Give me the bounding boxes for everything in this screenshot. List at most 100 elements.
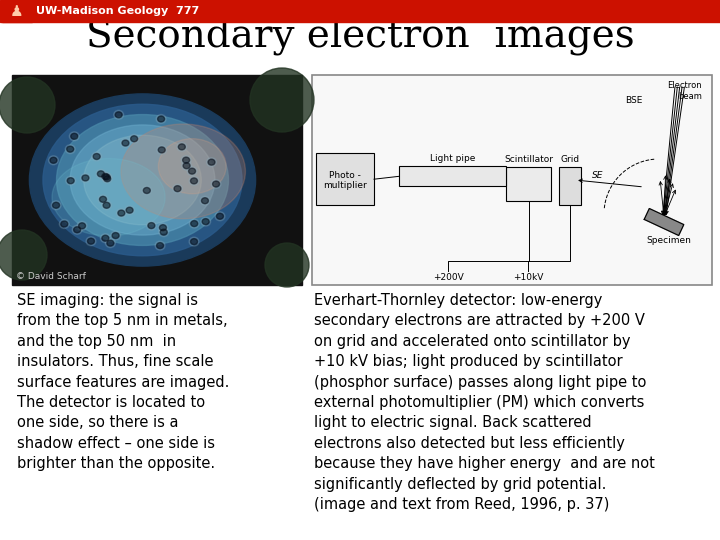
Ellipse shape [71, 133, 78, 139]
Ellipse shape [72, 225, 82, 234]
Ellipse shape [181, 161, 192, 170]
Ellipse shape [112, 233, 119, 239]
Ellipse shape [161, 229, 167, 235]
Ellipse shape [158, 228, 168, 237]
Ellipse shape [191, 220, 198, 227]
Ellipse shape [122, 140, 129, 146]
Ellipse shape [99, 197, 107, 202]
Ellipse shape [215, 212, 225, 221]
Ellipse shape [30, 94, 256, 266]
Text: Light pipe: Light pipe [430, 154, 475, 163]
Ellipse shape [121, 124, 246, 219]
Ellipse shape [60, 221, 68, 227]
Ellipse shape [91, 152, 102, 161]
Ellipse shape [155, 241, 165, 250]
Ellipse shape [183, 157, 189, 163]
Ellipse shape [208, 159, 215, 165]
Ellipse shape [189, 219, 199, 228]
Ellipse shape [100, 172, 110, 181]
Ellipse shape [0, 230, 47, 280]
Ellipse shape [265, 243, 309, 287]
Ellipse shape [212, 181, 220, 187]
Ellipse shape [146, 221, 156, 230]
Ellipse shape [118, 210, 125, 216]
Ellipse shape [143, 187, 150, 193]
Ellipse shape [211, 179, 221, 188]
Text: SE: SE [593, 171, 604, 180]
Text: multiplier: multiplier [323, 181, 367, 190]
Ellipse shape [102, 201, 112, 210]
Ellipse shape [174, 186, 181, 192]
Ellipse shape [93, 153, 100, 159]
Ellipse shape [120, 139, 130, 147]
Ellipse shape [53, 202, 60, 208]
Ellipse shape [77, 221, 87, 230]
Ellipse shape [73, 227, 81, 233]
Text: SE imaging: the signal is
from the top 5 nm in metals,
and the top 50 nm  in
ins: SE imaging: the signal is from the top 5… [17, 293, 230, 471]
Ellipse shape [87, 238, 94, 244]
Ellipse shape [217, 213, 223, 219]
Ellipse shape [84, 135, 202, 225]
Bar [12, 75, 302, 285]
Ellipse shape [82, 175, 89, 181]
Ellipse shape [158, 147, 165, 153]
Ellipse shape [157, 145, 167, 154]
Ellipse shape [202, 219, 210, 225]
Text: Everhart-Thornley detector: low-energy
secondary electrons are attracted by +200: Everhart-Thornley detector: low-energy s… [314, 293, 655, 512]
Ellipse shape [126, 207, 133, 213]
Ellipse shape [81, 173, 91, 183]
Ellipse shape [129, 134, 139, 143]
Text: Grid: Grid [560, 155, 580, 164]
Ellipse shape [189, 168, 196, 174]
Ellipse shape [86, 237, 96, 246]
Bar [506, 167, 551, 201]
Ellipse shape [207, 158, 217, 167]
Ellipse shape [78, 223, 86, 229]
Ellipse shape [111, 231, 121, 240]
Ellipse shape [250, 68, 314, 132]
Ellipse shape [125, 206, 135, 215]
Ellipse shape [96, 170, 106, 178]
Ellipse shape [177, 143, 186, 151]
Ellipse shape [102, 235, 109, 241]
Ellipse shape [51, 201, 61, 210]
Ellipse shape [102, 173, 112, 181]
Ellipse shape [0, 77, 55, 133]
Ellipse shape [183, 163, 190, 168]
Ellipse shape [142, 186, 152, 195]
Ellipse shape [114, 110, 124, 119]
Ellipse shape [156, 242, 163, 248]
Ellipse shape [59, 219, 69, 228]
Text: UW-Madison Geology  777: UW-Madison Geology 777 [36, 6, 199, 16]
Ellipse shape [67, 178, 74, 184]
Ellipse shape [115, 112, 122, 118]
Ellipse shape [191, 239, 197, 245]
Bar [316, 153, 374, 205]
Ellipse shape [159, 225, 166, 231]
Ellipse shape [97, 171, 104, 177]
Ellipse shape [148, 222, 155, 228]
Ellipse shape [158, 139, 226, 194]
Ellipse shape [102, 174, 112, 183]
Ellipse shape [179, 144, 185, 150]
Ellipse shape [57, 114, 228, 246]
Bar [0, 0, 720, 22]
Ellipse shape [48, 156, 58, 165]
Ellipse shape [130, 136, 138, 141]
Ellipse shape [187, 167, 197, 176]
Ellipse shape [201, 217, 211, 226]
Text: +10kV: +10kV [513, 273, 543, 282]
Ellipse shape [158, 223, 168, 232]
Ellipse shape [103, 174, 110, 180]
Ellipse shape [50, 157, 57, 163]
Ellipse shape [181, 156, 191, 165]
Bar [399, 166, 506, 186]
Text: Scintillator: Scintillator [504, 155, 553, 164]
Ellipse shape [69, 132, 79, 141]
Ellipse shape [43, 104, 242, 256]
Ellipse shape [98, 195, 108, 204]
Text: Photo -: Photo - [329, 171, 361, 180]
Text: Electron
beam: Electron beam [667, 82, 702, 100]
Bar [559, 167, 581, 205]
Ellipse shape [158, 116, 165, 122]
